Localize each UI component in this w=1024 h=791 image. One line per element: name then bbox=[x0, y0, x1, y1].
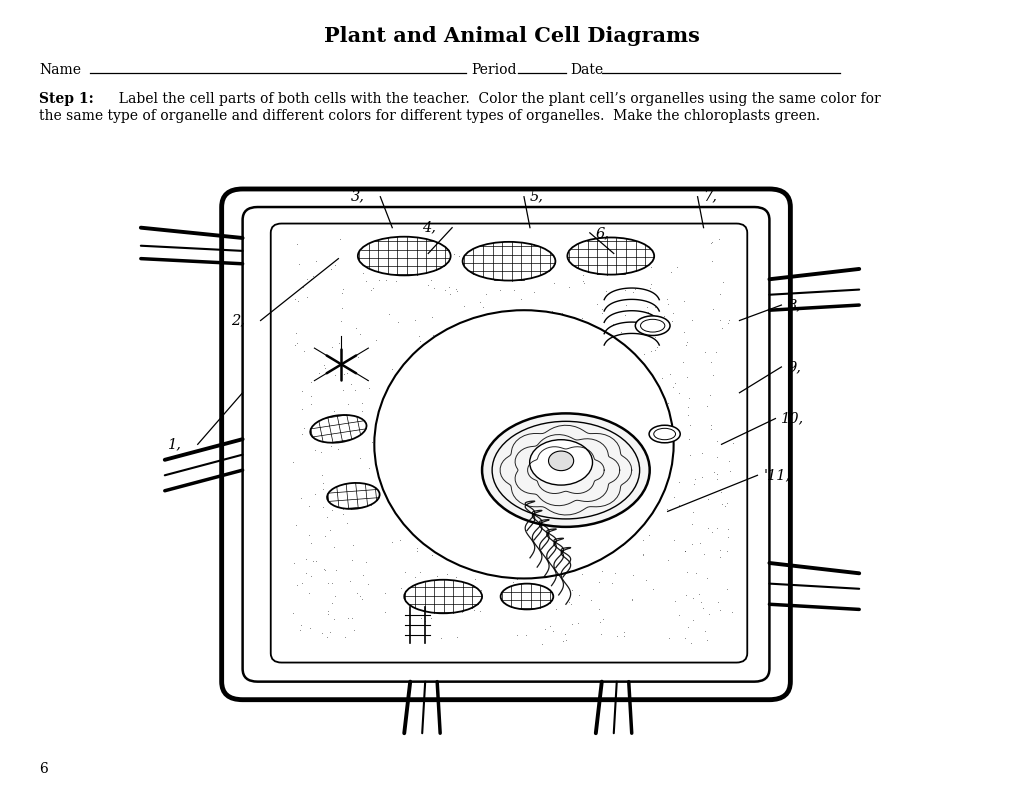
Ellipse shape bbox=[310, 415, 367, 443]
Text: 8,: 8, bbox=[787, 298, 801, 312]
Ellipse shape bbox=[327, 483, 380, 509]
Text: 6: 6 bbox=[39, 762, 48, 776]
Ellipse shape bbox=[549, 451, 573, 471]
Text: 3,: 3, bbox=[350, 190, 365, 204]
Text: 7,: 7, bbox=[703, 190, 718, 204]
Ellipse shape bbox=[375, 310, 674, 578]
Ellipse shape bbox=[635, 316, 670, 335]
Ellipse shape bbox=[529, 440, 593, 485]
Text: 4,: 4, bbox=[422, 221, 436, 235]
Ellipse shape bbox=[482, 414, 649, 527]
Text: Step 1:: Step 1: bbox=[39, 92, 93, 106]
Text: 10,: 10, bbox=[781, 411, 805, 426]
Text: Name: Name bbox=[39, 62, 81, 77]
Text: 6,: 6, bbox=[596, 225, 609, 240]
Ellipse shape bbox=[463, 242, 555, 281]
Ellipse shape bbox=[404, 580, 482, 613]
Text: Plant and Animal Cell Diagrams: Plant and Animal Cell Diagrams bbox=[324, 25, 700, 46]
Text: the same type of organelle and different colors for different types of organelle: the same type of organelle and different… bbox=[39, 109, 820, 123]
Text: '11,: '11, bbox=[764, 468, 791, 483]
Text: Label the cell parts of both cells with the teacher.  Color the plant cell’s org: Label the cell parts of both cells with … bbox=[110, 92, 881, 106]
Text: 1,: 1, bbox=[168, 437, 181, 452]
Text: 9,: 9, bbox=[787, 360, 801, 374]
Text: 2,: 2, bbox=[230, 313, 245, 327]
Text: Date: Date bbox=[570, 62, 603, 77]
Ellipse shape bbox=[357, 237, 451, 275]
Ellipse shape bbox=[501, 584, 553, 609]
Text: Period: Period bbox=[471, 62, 516, 77]
Text: 5,: 5, bbox=[530, 190, 544, 204]
Ellipse shape bbox=[567, 237, 654, 274]
Ellipse shape bbox=[649, 426, 680, 443]
